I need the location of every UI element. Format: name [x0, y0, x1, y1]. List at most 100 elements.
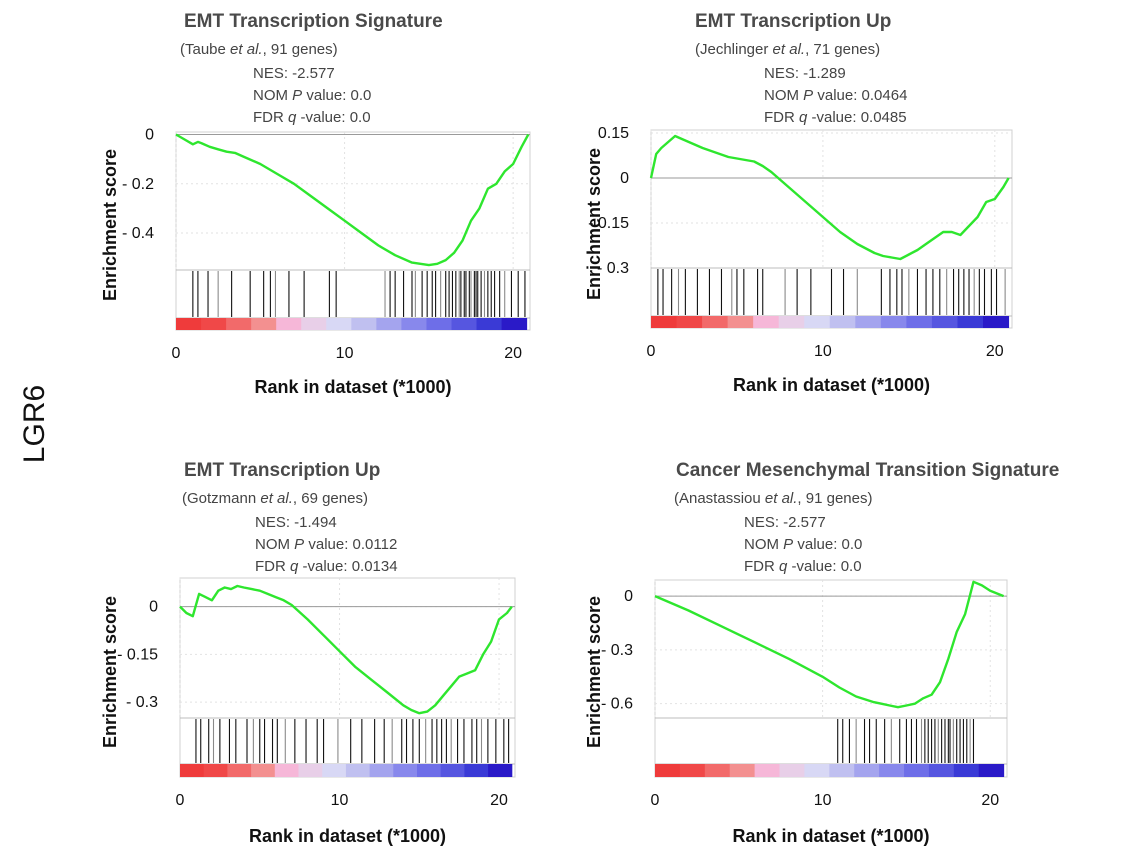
panel-title-part: EMT Transcription Up [695, 11, 891, 32]
nom-p-stat-part: NOM [253, 87, 292, 104]
rank-color-segment [779, 764, 805, 777]
rank-color-segment [729, 764, 756, 777]
enrichment-score-line [649, 134, 1010, 261]
x-tick-label: 0 [647, 343, 656, 360]
fdr-q-stat-part: -value: 0.0 [787, 558, 861, 575]
rank-color-segment [804, 316, 831, 328]
rank-color-segment [953, 764, 980, 777]
fdr-q-stat-part: FDR [255, 558, 290, 575]
fdr-q-stat-part: -value: 0.0134 [298, 558, 397, 575]
nom-p-stat-part: value: 0.0464 [813, 87, 907, 104]
y-axis-label: Enrichment score [584, 148, 604, 300]
rank-color-segment [176, 318, 202, 330]
rank-color-segment [804, 764, 830, 777]
panel-subtitle-part: et al. [260, 490, 293, 507]
fdr-q-stat: FDR q -value: 0.0 [744, 558, 862, 575]
nes-stat: NES: -1.289 [764, 65, 846, 82]
rank-color-segment [298, 764, 323, 777]
x-tick-label: 10 [336, 345, 354, 362]
rank-color-segment [251, 764, 276, 777]
y-tick-label: - 0.2 [122, 176, 154, 193]
panel-subtitle-part: (Jechlinger [695, 41, 773, 58]
panel-subtitle-part: (Taube [180, 41, 230, 58]
panel-subtitle-part: (Anastassiou [674, 490, 765, 507]
nom-p-stat-part: P [292, 87, 302, 104]
enrichment-score-line [654, 580, 1005, 709]
rank-color-segment [393, 764, 418, 777]
rank-color-segment [488, 764, 513, 777]
panel-title: EMT Transcription Up [184, 460, 380, 481]
panel-subtitle: (Jechlinger et al., 71 genes) [695, 41, 880, 58]
rank-color-segment [276, 318, 302, 330]
rank-color-segment [727, 316, 754, 328]
y-tick-label: 0 [620, 170, 629, 187]
nom-p-stat: NOM P value: 0.0112 [255, 536, 397, 553]
y-tick-label: - 0.3 [601, 642, 633, 659]
fdr-q-stat-part: q [288, 109, 297, 126]
fdr-q-stat-part: FDR [253, 109, 288, 126]
rank-color-segment [326, 318, 352, 330]
panel-title-part: Cancer Mesenchymal Transition Signature [676, 460, 1059, 481]
rank-color-segment [906, 316, 933, 328]
gsea-panel-3: EMT Transcription Up (Gotzmann et al., 69… [100, 460, 516, 846]
panel-subtitle-part: , 69 genes) [293, 490, 368, 507]
rank-color-segment [931, 316, 958, 328]
rank-color-segment [855, 316, 882, 328]
plot-frame [654, 579, 1008, 778]
rank-color-segment [778, 316, 805, 328]
panel-title: Cancer Mesenchymal Transition Signature [676, 460, 1059, 481]
panel-subtitle-part: (Gotzmann [182, 490, 260, 507]
rank-color-segment [754, 764, 781, 777]
rank-color-segment [476, 318, 503, 330]
x-axis-label: Rank in dataset (*1000) [732, 826, 929, 846]
rank-color-segment [702, 316, 729, 328]
rank-color-segment [180, 764, 205, 777]
panels-group: EMT Transcription Signature (Taube et al.… [100, 11, 1059, 846]
fdr-q-stat: FDR q -value: 0.0134 [255, 558, 398, 575]
y-tick-label: - 0.3 [597, 260, 629, 277]
rank-color-segment [345, 764, 371, 777]
fdr-q-stat-part: FDR [744, 558, 779, 575]
rank-color-segment [401, 318, 427, 330]
rank-color-segment [928, 764, 955, 777]
fdr-q-stat: FDR q -value: 0.0 [253, 109, 371, 126]
x-tick-label: 20 [504, 345, 522, 362]
panel-subtitle: (Gotzmann et al., 69 genes) [182, 490, 368, 507]
y-axis-label: Enrichment score [100, 149, 120, 301]
rank-color-segment [904, 764, 930, 777]
rank-color-segment [464, 764, 489, 777]
x-tick-label: 0 [176, 792, 185, 809]
x-tick-label: 10 [331, 792, 349, 809]
nes-stat-part: NES: -1.289 [764, 65, 846, 82]
x-tick-label: 20 [490, 792, 508, 809]
x-tick-label: 20 [986, 343, 1004, 360]
x-tick-label: 0 [651, 792, 660, 809]
nom-p-stat-part: NOM [744, 536, 783, 553]
rank-color-segment [451, 318, 478, 330]
fdr-q-stat: FDR q -value: 0.0485 [764, 109, 907, 126]
fdr-q-stat-part: q [290, 558, 299, 575]
side-label: LGR6 [18, 385, 51, 463]
rank-color-segment [983, 316, 1010, 328]
panel-subtitle-part: et al. [230, 41, 263, 58]
rank-color-segment [440, 764, 465, 777]
y-tick-label: 0 [624, 588, 633, 605]
fdr-q-stat-part: FDR [764, 109, 799, 126]
nom-p-stat-part: value: 0.0 [793, 536, 862, 553]
rank-color-segment [957, 316, 984, 328]
rank-color-segment [226, 318, 252, 330]
fdr-q-stat-part: q [779, 558, 788, 575]
y-tick-label: - 0.15 [588, 215, 629, 232]
y-tick-label: 0 [145, 126, 154, 143]
nes-stat-part: NES: -2.577 [744, 514, 826, 531]
rank-color-segment [880, 316, 907, 328]
x-tick-label: 20 [981, 792, 999, 809]
rank-color-segment [704, 764, 731, 777]
panel-title: EMT Transcription Signature [184, 11, 443, 32]
rank-color-segment [676, 316, 703, 328]
x-axis-label: Rank in dataset (*1000) [733, 375, 930, 395]
y-axis-label: Enrichment score [100, 596, 120, 748]
panel-subtitle-part: , 71 genes) [805, 41, 880, 58]
fdr-q-stat-part: q [799, 109, 808, 126]
nom-p-stat: NOM P value: 0.0464 [764, 87, 907, 104]
